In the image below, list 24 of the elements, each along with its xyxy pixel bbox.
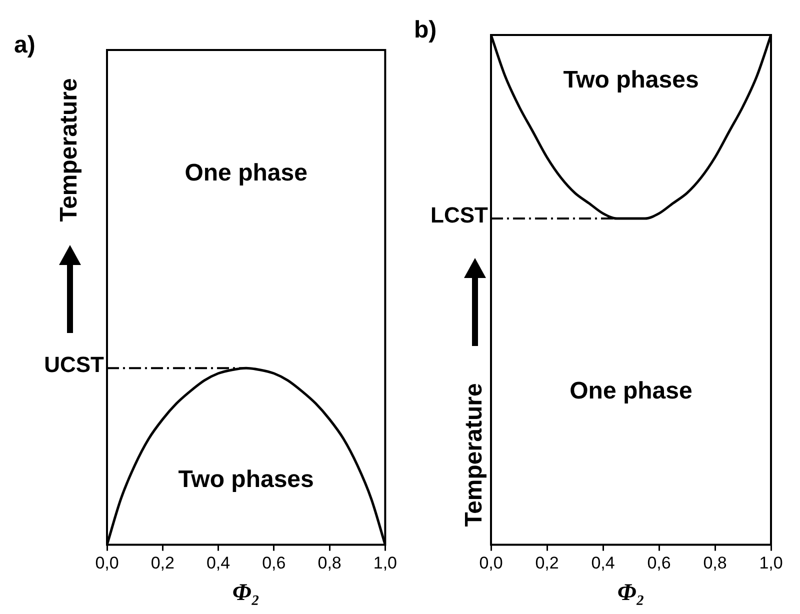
x-tick-label: 0,6 bbox=[262, 554, 286, 573]
x-tick-label: 0,4 bbox=[591, 554, 615, 573]
ref-line-label: LCST bbox=[430, 202, 489, 228]
x-tick-label: 0,0 bbox=[479, 554, 503, 573]
x-axis-title: Φ₂ bbox=[617, 580, 645, 606]
x-tick-label: 1,0 bbox=[373, 554, 398, 573]
annotation: Two phases bbox=[563, 66, 699, 94]
chart-title: a) bbox=[14, 32, 36, 59]
x-tick-label: 0,2 bbox=[150, 554, 174, 573]
x-tick-label: 0,8 bbox=[703, 554, 727, 573]
x-axis-title: Φ₂ bbox=[232, 580, 260, 606]
annotation: Two phases bbox=[178, 466, 314, 494]
y-axis-title: Temperature bbox=[56, 78, 83, 222]
x-tick-label: 0,2 bbox=[535, 554, 559, 573]
x-tick-label: 0,4 bbox=[206, 554, 230, 573]
y-axis-title: Temperature bbox=[460, 383, 488, 527]
ref-line-label: UCST bbox=[44, 352, 105, 378]
x-tick-label: 0,8 bbox=[318, 554, 342, 573]
x-tick-label: 0,6 bbox=[647, 554, 671, 573]
x-tick-label: 0,0 bbox=[95, 554, 119, 573]
text: One phase bbox=[184, 159, 308, 186]
x-tick-label: 1,0 bbox=[759, 554, 783, 573]
annotation: One phase bbox=[570, 377, 692, 404]
chart-title: b) bbox=[414, 16, 437, 44]
